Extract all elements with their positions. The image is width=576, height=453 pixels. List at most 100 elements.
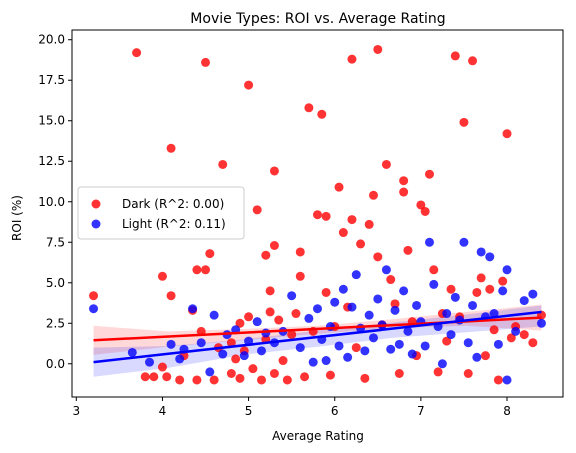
point-0 [265,286,275,296]
point-1 [412,300,422,310]
x-tick-label: 6 [331,404,339,418]
x-tick-label: 8 [503,404,511,418]
point-1 [175,354,185,364]
point-1 [304,313,314,323]
point-1 [493,339,503,349]
legend-label-0: Dark (R^2: 0.00) [122,197,224,211]
point-1 [485,252,495,262]
y-tick-label: 0.0 [46,357,65,371]
point-0 [304,103,314,113]
point-0 [282,375,292,385]
point-1 [196,338,206,348]
x-tick-label: 5 [245,404,253,418]
point-1 [403,326,413,336]
point-0 [313,210,322,220]
point-0 [528,338,538,348]
point-0 [300,372,310,382]
point-1 [360,346,370,356]
point-1 [239,351,249,361]
point-0 [321,211,331,221]
point-1 [450,292,460,302]
point-1 [89,304,99,314]
y-axis: 0.0 2.5 5.0 7.5 10.0 12.5 15.0 17.5 20.0 [38,33,72,371]
point-0 [416,200,426,210]
point-1 [295,343,305,353]
point-0 [338,228,348,238]
point-0 [244,312,254,322]
point-0 [381,159,391,169]
point-1 [218,349,228,359]
x-tick-label: 7 [417,404,425,418]
y-tick-label: 20.0 [38,33,65,47]
point-0 [226,369,236,379]
point-1 [390,305,400,315]
point-1 [407,349,417,359]
point-0 [420,206,430,216]
point-0 [201,57,211,67]
point-1 [364,310,374,320]
point-0 [269,241,279,251]
point-1 [442,309,452,319]
point-0 [390,299,400,309]
point-0 [489,325,499,335]
point-1 [459,237,469,247]
legend-label-1: Light (R^2: 0.11) [122,217,226,231]
point-0 [394,369,404,379]
point-0 [399,187,409,197]
plot-frame [71,29,564,398]
point-0 [450,51,460,61]
point-0 [157,362,167,372]
point-0 [162,372,172,382]
point-0 [480,351,490,361]
y-tick-label: 5.0 [46,276,65,290]
point-1 [166,339,176,349]
point-1 [321,356,331,366]
point-1 [351,270,361,280]
point-1 [536,318,546,328]
x-tick-label: 3 [72,404,80,418]
point-0 [433,367,443,377]
point-0 [446,284,456,294]
point-1 [209,310,219,320]
x-axis-label: Average Rating [272,429,364,443]
point-1 [381,265,391,275]
point-0 [459,117,469,127]
point-0 [140,372,150,382]
y-tick-label: 12.5 [38,154,65,168]
point-1 [287,291,297,301]
point-0 [368,190,378,200]
point-0 [468,56,478,66]
point-1 [127,347,137,357]
point-0 [463,369,473,379]
point-1 [446,330,456,340]
point-1 [472,352,482,362]
point-0 [248,364,258,374]
point-0 [429,265,439,275]
point-0 [373,44,383,54]
point-0 [218,159,228,169]
point-1 [463,338,473,348]
plot-area [71,29,564,398]
point-0 [403,245,413,255]
point-0 [287,330,297,340]
chart-title: Movie Types: ROI vs. Average Rating [190,11,445,27]
point-0 [472,287,482,297]
point-1 [429,279,439,289]
point-1 [528,289,538,299]
point-1 [420,341,430,351]
point-1 [511,326,521,336]
point-1 [347,302,357,312]
point-1 [502,375,512,385]
point-1 [386,344,396,354]
point-1 [368,333,378,343]
point-1 [373,294,383,304]
point-0 [257,375,267,385]
point-0 [506,333,516,343]
point-1 [338,284,348,294]
point-0 [274,315,284,325]
point-1 [502,265,512,275]
point-1 [257,346,267,356]
point-0 [201,265,211,275]
point-0 [485,284,495,294]
